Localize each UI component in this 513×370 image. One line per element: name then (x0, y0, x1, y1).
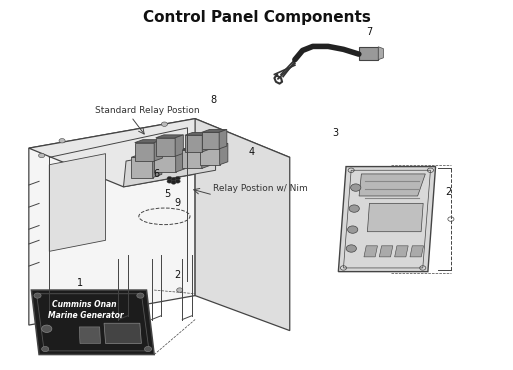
Polygon shape (29, 119, 195, 325)
Circle shape (59, 138, 65, 143)
Text: Marine Generator: Marine Generator (48, 312, 124, 320)
Text: 8: 8 (210, 95, 216, 105)
Polygon shape (156, 138, 175, 156)
Polygon shape (202, 132, 210, 152)
Polygon shape (359, 174, 425, 196)
Polygon shape (135, 139, 162, 142)
Polygon shape (378, 47, 383, 60)
Text: 1: 1 (77, 278, 83, 288)
Polygon shape (49, 154, 106, 251)
Circle shape (167, 179, 172, 183)
Polygon shape (175, 135, 183, 156)
Text: Cummins Onan: Cummins Onan (52, 300, 116, 309)
Text: 9: 9 (174, 198, 180, 208)
Polygon shape (131, 157, 153, 178)
Polygon shape (154, 152, 175, 172)
Polygon shape (31, 290, 154, 354)
Circle shape (176, 288, 183, 292)
Polygon shape (410, 246, 424, 257)
Polygon shape (182, 147, 210, 150)
Circle shape (42, 346, 49, 351)
Text: 2: 2 (174, 270, 181, 280)
Polygon shape (364, 246, 378, 257)
Text: 2: 2 (445, 187, 451, 197)
Polygon shape (202, 130, 227, 132)
Text: Standard Relay Postion: Standard Relay Postion (95, 106, 200, 115)
Circle shape (145, 346, 152, 351)
Text: 6: 6 (154, 169, 160, 179)
Circle shape (351, 184, 361, 191)
Circle shape (348, 226, 358, 233)
Polygon shape (104, 323, 142, 343)
Polygon shape (131, 154, 162, 157)
Circle shape (38, 308, 45, 313)
Polygon shape (182, 150, 202, 168)
Polygon shape (202, 132, 219, 149)
Circle shape (171, 181, 176, 184)
Text: Relay Postion w/ Nim: Relay Postion w/ Nim (213, 184, 308, 193)
Circle shape (38, 153, 45, 158)
Polygon shape (154, 139, 162, 161)
Circle shape (171, 178, 176, 181)
Circle shape (346, 245, 357, 252)
Polygon shape (185, 132, 210, 135)
Circle shape (137, 293, 144, 298)
Circle shape (162, 122, 167, 127)
Text: 5: 5 (164, 189, 170, 199)
Text: 7: 7 (366, 27, 372, 37)
Polygon shape (29, 119, 290, 187)
Polygon shape (379, 246, 393, 257)
Circle shape (175, 176, 180, 180)
Polygon shape (79, 327, 101, 343)
Circle shape (42, 325, 52, 332)
Circle shape (167, 176, 172, 180)
Circle shape (175, 179, 180, 183)
Text: Control Panel Components: Control Panel Components (143, 10, 370, 25)
Circle shape (34, 293, 41, 298)
Polygon shape (367, 204, 423, 232)
Polygon shape (135, 142, 154, 161)
Polygon shape (175, 148, 185, 172)
Polygon shape (202, 147, 210, 168)
Polygon shape (195, 119, 290, 331)
Polygon shape (154, 148, 185, 152)
Polygon shape (394, 246, 408, 257)
Polygon shape (200, 146, 220, 165)
Polygon shape (200, 143, 228, 146)
Text: 3: 3 (333, 128, 339, 138)
Circle shape (349, 205, 359, 212)
Polygon shape (219, 130, 227, 149)
Text: 4: 4 (248, 147, 254, 157)
Polygon shape (156, 135, 183, 138)
Polygon shape (359, 47, 378, 60)
Polygon shape (339, 166, 436, 272)
Polygon shape (124, 144, 215, 187)
Polygon shape (220, 143, 228, 165)
Polygon shape (153, 154, 162, 178)
Polygon shape (185, 135, 202, 152)
